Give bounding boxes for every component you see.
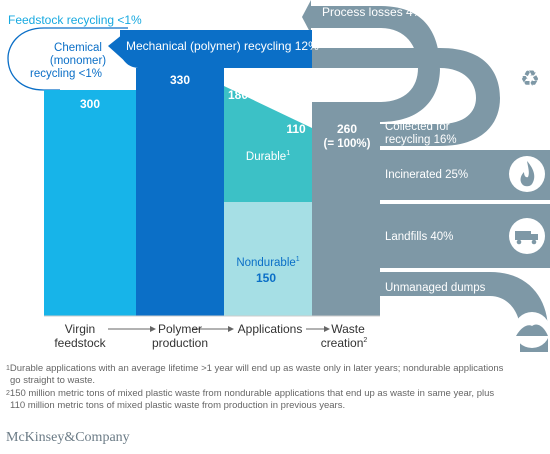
stage-virgin-line1: Virgin [65, 322, 95, 336]
footnote-2-text-b: 110 million metric tons of mixed plastic… [10, 399, 346, 411]
incinerated-label: Incinerated 25% [385, 169, 468, 181]
stage-virgin-line2: feedstock [54, 336, 106, 350]
virgin-value: 300 [80, 97, 100, 111]
waste-creation-bar [312, 118, 380, 316]
applications-value: 180 [228, 88, 248, 102]
flame-icon [509, 156, 545, 192]
durable-label: Durable1 [246, 150, 290, 163]
mechanical-recycling-label: Mechanical (polymer) recycling 12% [126, 39, 319, 53]
chemical-line3: recycling <1% [30, 68, 102, 80]
footnote-1-marker: 1 [6, 365, 10, 372]
collected-line1: Collected for [385, 121, 450, 133]
chemical-line2: (monomer) [50, 55, 106, 67]
process-losses-flow [311, 6, 440, 122]
stage-polymer-line2: production [152, 336, 208, 350]
nondurable-value: 150 [256, 271, 276, 285]
chemical-line1: Chemical [54, 42, 102, 54]
collected-band [380, 124, 440, 146]
unmanaged-band [380, 272, 548, 352]
nondurable-bar [224, 202, 312, 316]
process-losses-label: Process losses 4% [322, 5, 424, 19]
footnote-1-text-b: go straight to waste. [10, 374, 96, 386]
recycle-icon: ♻ [512, 60, 548, 96]
landfills-band [380, 204, 550, 268]
incinerated-band [380, 150, 550, 200]
nondurable-label: Nondurable1 [236, 256, 299, 269]
durable-bar [224, 86, 312, 202]
process-losses-arrow [302, 0, 311, 34]
unmanaged-line1: Unmanaged dumps [385, 282, 486, 294]
mckinsey-logo: McKinsey&Company [6, 430, 130, 445]
stage-arrows [108, 326, 330, 332]
waste-percent-value: (= 100%) [324, 138, 371, 150]
stage-polymer-line1: Polymer [158, 322, 202, 336]
svg-text:♻: ♻ [520, 67, 540, 92]
landfill-truck-icon [509, 218, 545, 254]
polymer-production-bar [136, 68, 224, 316]
stage-applications: Applications [238, 322, 303, 336]
stage-waste-line2: creation2 [321, 336, 368, 350]
stage-waste-line1: Waste [331, 322, 365, 336]
footnote-1-text-a: Durable applications with an average lif… [9, 363, 504, 374]
footnote-1: 1Durable applications with an average li… [6, 363, 546, 386]
footnote-2-text-a: 150 million metric tons of mixed plastic… [9, 388, 495, 399]
footnote-2-marker: 2 [6, 390, 10, 397]
footnote-2: 2150 million metric tons of mixed plasti… [6, 388, 546, 411]
dump-icon [514, 312, 550, 348]
polymer-value: 330 [170, 73, 190, 87]
durable-value: 110 [286, 122, 306, 136]
feedstock-recycling-label: Feedstock recycling <1% [8, 13, 142, 27]
mechanical-recycling-flow [120, 30, 312, 68]
virgin-feedstock-bar [44, 90, 136, 316]
collected-line2: recycling 16% [385, 134, 457, 146]
landfills-label: Landfills 40% [385, 231, 453, 243]
unmanaged-line2: or leaks 19% [385, 296, 451, 308]
waste-total-value: 260 [337, 122, 357, 136]
mechanical-recycling-arrow [108, 30, 128, 64]
